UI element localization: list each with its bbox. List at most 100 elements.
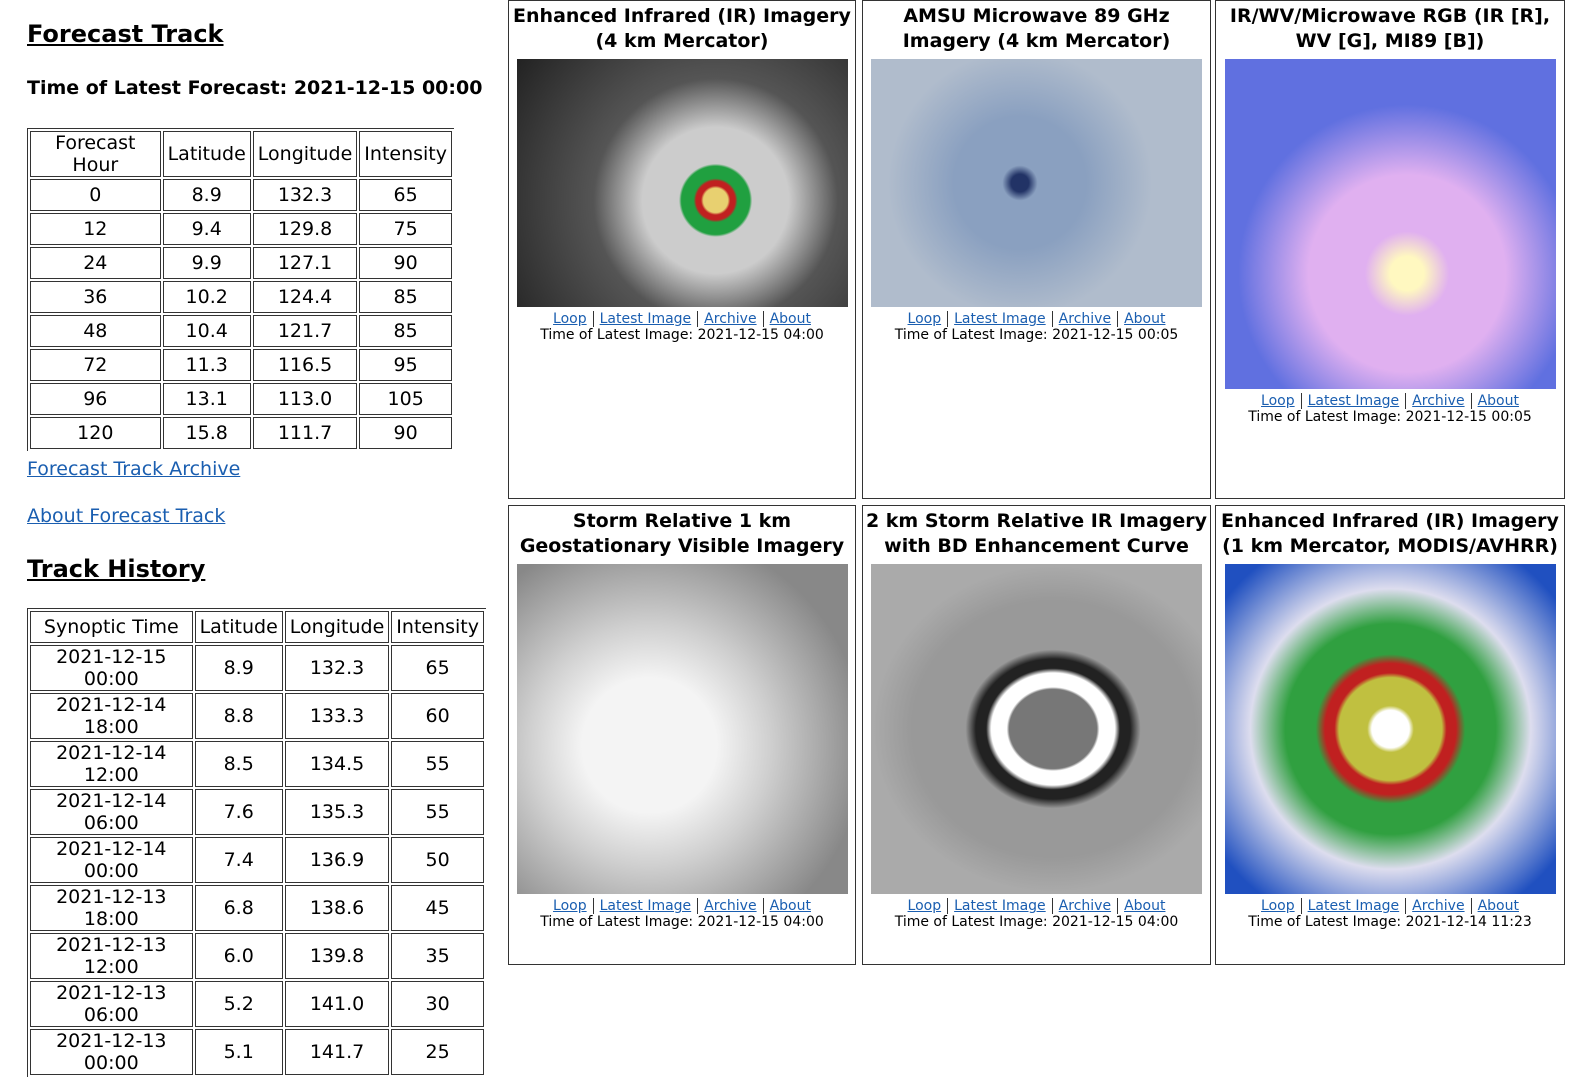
column-header: Latitude bbox=[162, 131, 251, 177]
table-cell: 138.6 bbox=[284, 885, 390, 931]
panel-link[interactable]: Loop bbox=[907, 311, 942, 327]
forecast-table: Forecast Hour Latitude Longitude Intensity 0… bbox=[27, 128, 454, 451]
table-cell: 96 bbox=[30, 383, 161, 415]
panel-link[interactable]: About bbox=[1117, 311, 1172, 327]
table-cell: 15.8 bbox=[162, 417, 251, 449]
table-cell: 8.9 bbox=[194, 645, 283, 691]
panel-link[interactable]: Latest Image bbox=[592, 311, 698, 327]
image-time: Time of Latest Image: 2021-12-15 00:05 bbox=[1248, 409, 1532, 425]
table-cell: 13.1 bbox=[162, 383, 251, 415]
table-cell: 6.8 bbox=[194, 885, 283, 931]
about-link[interactable]: About Forecast Track bbox=[27, 505, 226, 527]
table-row: 2021-12-14 00:00 7.4 136.9 50 bbox=[30, 837, 484, 883]
table-cell: 85 bbox=[359, 315, 452, 347]
table-cell: 121.7 bbox=[252, 315, 358, 347]
table-row: 2021-12-14 06:00 7.6 135.3 55 bbox=[30, 789, 484, 835]
image-time: Time of Latest Image: 2021-12-14 11:23 bbox=[1248, 914, 1532, 930]
panel-link[interactable]: About bbox=[762, 311, 817, 327]
panel-title: 2 km Storm Relative IR Imagery with BD E… bbox=[865, 510, 1208, 557]
table-cell: 65 bbox=[391, 645, 484, 691]
table-cell: 50 bbox=[391, 837, 484, 883]
header-row: Forecast Hour Latitude Longitude Intensity bbox=[30, 131, 452, 177]
table-cell: 90 bbox=[359, 417, 452, 449]
panel-link[interactable]: Loop bbox=[553, 311, 587, 327]
table-cell: 25 bbox=[391, 1029, 484, 1075]
panel-link[interactable]: Latest Image bbox=[947, 311, 1052, 327]
panel-links: Loop Latest Image Archive About bbox=[863, 898, 1210, 914]
panel-link[interactable]: Latest Image bbox=[1300, 898, 1406, 914]
panel-link[interactable]: Archive bbox=[1051, 898, 1118, 914]
panel-link[interactable]: Latest Image bbox=[1300, 393, 1406, 409]
panel-link[interactable]: About bbox=[1470, 898, 1525, 914]
panel-title: Enhanced Infrared (IR) Imagery (1 km Mer… bbox=[1221, 510, 1559, 557]
table-cell: 2021-12-13 18:00 bbox=[30, 885, 193, 931]
column-header: Forecast Hour bbox=[30, 131, 161, 177]
table-cell: 85 bbox=[359, 281, 452, 313]
table-cell: 30 bbox=[391, 981, 484, 1027]
table-cell: 10.4 bbox=[162, 315, 251, 347]
table-cell: 0 bbox=[30, 179, 161, 211]
table-cell: 24 bbox=[30, 247, 161, 279]
panel-link[interactable]: Latest Image bbox=[592, 898, 698, 914]
panel-link[interactable]: Archive bbox=[1051, 311, 1118, 327]
forecast-time: Time of Latest Forecast: 2021-12-15 00:0… bbox=[27, 77, 483, 99]
table-cell: 90 bbox=[359, 247, 452, 279]
panel-link[interactable]: Loop bbox=[1261, 393, 1295, 409]
table-cell: 2021-12-14 12:00 bbox=[30, 741, 193, 787]
image-panel: Enhanced Infrared (IR) Imagery (4 km Mer… bbox=[508, 0, 856, 499]
table-cell: 6.0 bbox=[194, 933, 283, 979]
panel-link[interactable]: Latest Image bbox=[947, 898, 1052, 914]
panel-link[interactable]: Loop bbox=[1261, 898, 1295, 914]
table-cell: 36 bbox=[30, 281, 161, 313]
panel-links: Loop Latest Image Archive About bbox=[509, 898, 855, 914]
panel-link[interactable]: Loop bbox=[553, 898, 587, 914]
table-cell: 134.5 bbox=[284, 741, 390, 787]
table-cell: 55 bbox=[391, 741, 484, 787]
column-header: Latitude bbox=[194, 611, 283, 643]
table-row: 24 9.9 127.1 90 bbox=[30, 247, 452, 279]
image-panel: Storm Relative 1 km Geostationary Visibl… bbox=[508, 505, 856, 965]
table-cell: 127.1 bbox=[252, 247, 358, 279]
header-row: Synoptic Time Latitude Longitude Intensity bbox=[30, 611, 484, 643]
table-cell: 48 bbox=[30, 315, 161, 347]
panel-link[interactable]: About bbox=[1470, 393, 1525, 409]
table-cell: 2021-12-14 06:00 bbox=[30, 789, 193, 835]
panel-links: Loop Latest Image Archive About bbox=[509, 311, 855, 327]
panel-link[interactable]: Archive bbox=[1405, 393, 1471, 409]
column-header: Synoptic Time bbox=[30, 611, 193, 643]
panel-link[interactable]: About bbox=[762, 898, 817, 914]
table-cell: 9.4 bbox=[162, 213, 251, 245]
table-row: 2021-12-13 12:00 6.0 139.8 35 bbox=[30, 933, 484, 979]
panel-link[interactable]: Archive bbox=[1405, 898, 1471, 914]
table-cell: 95 bbox=[359, 349, 452, 381]
panel-link[interactable]: Archive bbox=[697, 898, 763, 914]
table-cell: 8.9 bbox=[162, 179, 251, 211]
panel-title: Enhanced Infrared (IR) Imagery (4 km Mer… bbox=[513, 5, 851, 52]
table-cell: 55 bbox=[391, 789, 484, 835]
panel-links: Loop Latest Image Archive About bbox=[1216, 393, 1564, 409]
table-cell: 2021-12-14 00:00 bbox=[30, 837, 193, 883]
table-cell: 9.9 bbox=[162, 247, 251, 279]
panel-links: Loop Latest Image Archive About bbox=[1216, 898, 1564, 914]
table-row: 72 11.3 116.5 95 bbox=[30, 349, 452, 381]
table-cell: 132.3 bbox=[284, 645, 390, 691]
table-cell: 116.5 bbox=[252, 349, 358, 381]
archive-link[interactable]: Forecast Track Archive bbox=[27, 458, 241, 480]
table-cell: 65 bbox=[359, 179, 452, 211]
table-row: 0 8.9 132.3 65 bbox=[30, 179, 452, 211]
table-row: 96 13.1 113.0 105 bbox=[30, 383, 452, 415]
table-row: 2021-12-14 18:00 8.8 133.3 60 bbox=[30, 693, 484, 739]
image-time: Time of Latest Image: 2021-12-15 04:00 bbox=[540, 327, 824, 343]
panel-link[interactable]: Archive bbox=[697, 311, 763, 327]
table-cell: 75 bbox=[359, 213, 452, 245]
column-header: Intensity bbox=[359, 131, 452, 177]
panel-title: AMSU Microwave 89 GHz Imagery (4 km Merc… bbox=[902, 5, 1171, 52]
page: Forecast Track Time of Latest Forecast: … bbox=[27, 0, 1565, 1077]
panel-link[interactable]: About bbox=[1117, 898, 1172, 914]
table-cell: 105 bbox=[359, 383, 452, 415]
panel-title: IR/WV/Microwave RGB (IR [R], WV [G], MI8… bbox=[1229, 5, 1551, 52]
image-panel: AMSU Microwave 89 GHz Imagery (4 km Merc… bbox=[862, 0, 1211, 499]
column-header: Longitude bbox=[284, 611, 390, 643]
panel-link[interactable]: Loop bbox=[907, 898, 942, 914]
section-title: Forecast Track bbox=[27, 20, 224, 48]
